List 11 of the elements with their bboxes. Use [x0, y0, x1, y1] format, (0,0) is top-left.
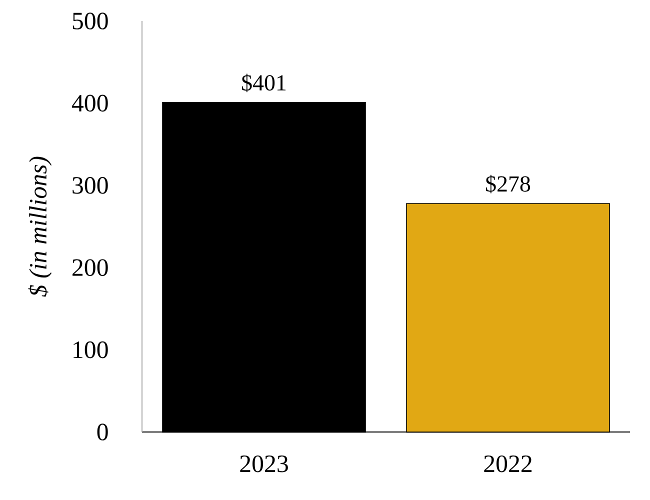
y-tick-label: 100 [74, 341, 108, 358]
y-tick-label: 500 [72, 12, 108, 30]
y-tick-label: 200 [72, 259, 108, 276]
data-label: $278 [486, 174, 530, 194]
y-tick-label: 400 [72, 94, 108, 112]
y-tick-label: 300 [72, 176, 108, 194]
data-label: $401 [242, 74, 286, 92]
y-tick-label: 0 [97, 424, 108, 440]
x-tick-label: 2022 [484, 455, 532, 472]
x-tick-label: 2023 [240, 455, 288, 472]
y-axis-title: $ (in millions) [28, 156, 52, 297]
